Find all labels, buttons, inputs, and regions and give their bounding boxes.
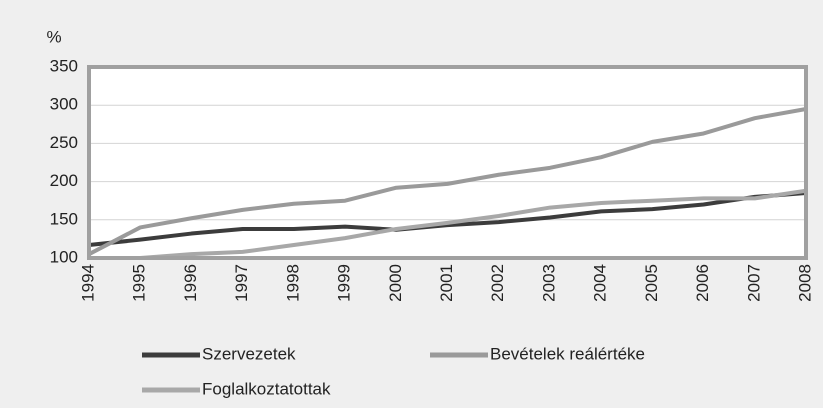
x-tick-label: 2003 — [539, 264, 558, 302]
series-line — [88, 191, 807, 248]
x-tick-label: 1996 — [181, 264, 200, 302]
x-tick-label: 1998 — [283, 264, 302, 302]
y-tick-label: 300 — [50, 95, 78, 114]
y-tick-label: 200 — [50, 171, 78, 190]
x-tick-label: 2008 — [795, 264, 814, 302]
plot-border — [87, 65, 808, 260]
y-tick-label: 350 — [50, 56, 78, 75]
y-axis-label: % — [46, 27, 61, 46]
y-tick-label: 250 — [50, 133, 78, 152]
x-tick-label: 1997 — [232, 264, 251, 302]
x-tick-label: 2002 — [488, 264, 507, 302]
x-tick-label: 2005 — [642, 264, 661, 302]
legend-label: Szervezetek — [202, 344, 296, 363]
x-tick-label: 2001 — [437, 264, 456, 302]
y-tick-label: 100 — [50, 247, 78, 266]
series-line — [89, 188, 807, 260]
plot-area — [89, 67, 806, 258]
x-tick-label: 2007 — [744, 264, 763, 302]
y-tick-label: 150 — [50, 209, 78, 228]
legend-label: Foglalkoztatottak — [202, 379, 331, 398]
series-line — [88, 107, 807, 256]
legend-label: Bevételek reálértéke — [490, 344, 645, 363]
x-tick-label: 1994 — [78, 264, 97, 302]
x-tick-label: 1999 — [335, 264, 354, 302]
x-tick-label: 2004 — [591, 264, 610, 302]
x-tick-label: 2006 — [693, 264, 712, 302]
x-tick-label: 1995 — [130, 264, 149, 302]
x-tick-label: 2000 — [386, 264, 405, 302]
